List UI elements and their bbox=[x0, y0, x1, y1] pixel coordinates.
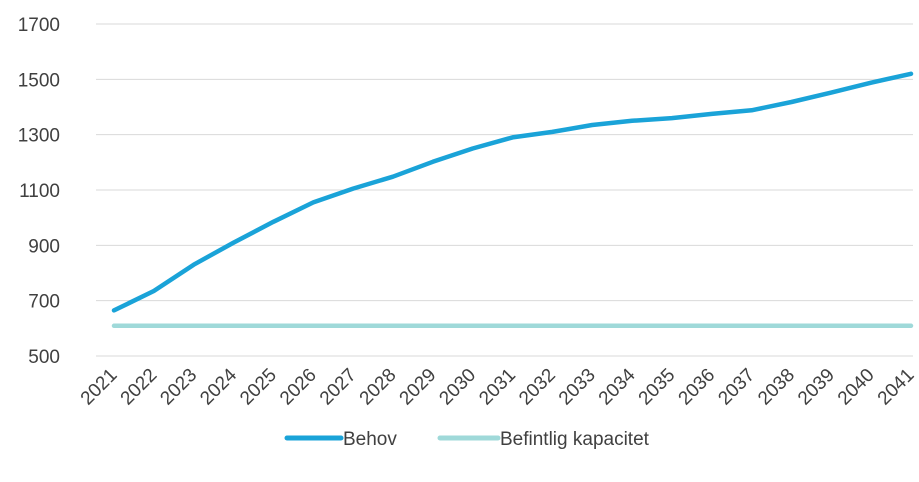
series-lines bbox=[111, 71, 914, 329]
x-tick-label-2039: 2039 bbox=[794, 365, 839, 410]
x-tick-label-2038: 2038 bbox=[754, 365, 799, 410]
x-tick-label-2036: 2036 bbox=[675, 365, 720, 410]
x-tick-label-2029: 2029 bbox=[396, 365, 441, 410]
x-tick-label-2027: 2027 bbox=[316, 365, 361, 410]
x-tick-label-2032: 2032 bbox=[515, 365, 560, 410]
x-tick-label-2037: 2037 bbox=[714, 365, 759, 410]
y-tick-label-500: 500 bbox=[28, 347, 60, 368]
x-tick-label-2031: 2031 bbox=[475, 365, 520, 410]
x-tick-label-2023: 2023 bbox=[156, 365, 201, 410]
y-tick-label-1700: 1700 bbox=[18, 15, 60, 36]
x-tick-label-2028: 2028 bbox=[356, 365, 401, 410]
x-tick-label-2035: 2035 bbox=[635, 365, 680, 410]
x-tick-label-2041: 2041 bbox=[874, 365, 919, 410]
x-tick-label-2024: 2024 bbox=[196, 364, 241, 409]
x-axis-tick-labels: 2021202220232024202520262027202820292030… bbox=[77, 364, 919, 409]
x-tick-label-2030: 2030 bbox=[435, 365, 480, 410]
y-tick-label-1100: 1100 bbox=[19, 181, 60, 202]
x-tick-label-2022: 2022 bbox=[117, 365, 162, 410]
y-axis-tick-labels: 500 700 900 1100 1300 1500 1700 bbox=[18, 15, 60, 368]
gridlines bbox=[96, 23, 913, 357]
x-tick-label-2025: 2025 bbox=[236, 365, 281, 410]
x-tick-label-2034: 2034 bbox=[595, 364, 640, 409]
legend-label-behov: Behov bbox=[343, 429, 397, 450]
legend: Behov Befintlig kapacitet bbox=[284, 429, 650, 450]
x-tick-label-2026: 2026 bbox=[276, 365, 321, 410]
y-tick-label-700: 700 bbox=[28, 292, 60, 313]
y-tick-label-1500: 1500 bbox=[18, 70, 60, 91]
legend-label-befintlig-kapacitet: Befintlig kapacitet bbox=[500, 429, 650, 450]
x-tick-label-2033: 2033 bbox=[555, 365, 600, 410]
series-line-behov bbox=[111, 71, 914, 313]
y-tick-label-1300: 1300 bbox=[18, 126, 60, 147]
y-tick-label-900: 900 bbox=[28, 236, 60, 257]
x-tick-label-2040: 2040 bbox=[834, 365, 879, 410]
x-tick-label-2021: 2021 bbox=[77, 365, 122, 410]
